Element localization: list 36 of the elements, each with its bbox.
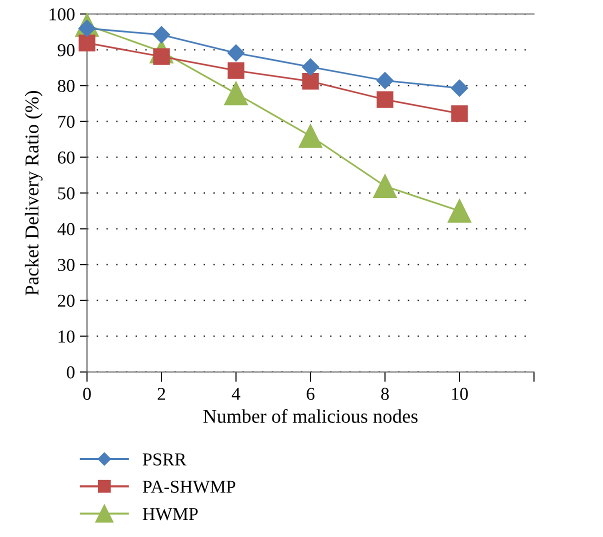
y-axis-title: Packet Delivery Ratio (%) bbox=[24, 91, 43, 296]
point bbox=[228, 62, 244, 79]
y-tick-label: 100 bbox=[50, 8, 75, 20]
point bbox=[302, 58, 320, 76]
point bbox=[227, 44, 245, 62]
legend-label: PSRR bbox=[142, 453, 186, 466]
x-axis-title: Number of malicious nodes bbox=[203, 409, 418, 423]
x-tick-label: 0 bbox=[83, 388, 91, 400]
x-tick-label: 8 bbox=[381, 388, 389, 400]
x-tick-label: 10 bbox=[452, 388, 468, 400]
y-tick-label: 60 bbox=[58, 151, 75, 164]
x-tick-label: 2 bbox=[158, 388, 166, 400]
y-tick-label: 90 bbox=[58, 44, 75, 56]
y-tick-label: 30 bbox=[58, 258, 75, 272]
x-tick-label: 4 bbox=[232, 388, 240, 400]
point bbox=[448, 199, 472, 223]
y-tick-label: 50 bbox=[58, 187, 75, 200]
y-tick-label: 10 bbox=[58, 330, 75, 343]
point bbox=[302, 72, 319, 90]
legend-label: HWMP bbox=[142, 508, 198, 520]
point bbox=[78, 34, 96, 52]
y-tick-label: 80 bbox=[58, 80, 75, 92]
point bbox=[224, 82, 248, 106]
point bbox=[376, 72, 394, 90]
y-tick-label: 0 bbox=[66, 366, 75, 378]
legend-label: PA-SHWMP bbox=[142, 480, 236, 493]
point bbox=[298, 124, 322, 148]
x-tick-label: 6 bbox=[306, 388, 314, 400]
point bbox=[373, 174, 397, 198]
y-tick-label: 20 bbox=[58, 294, 75, 307]
point bbox=[451, 105, 468, 122]
y-tick-label: 40 bbox=[57, 223, 75, 236]
point bbox=[450, 80, 468, 97]
point bbox=[376, 91, 394, 108]
y-tick-label: 70 bbox=[58, 116, 75, 128]
point bbox=[152, 26, 170, 44]
